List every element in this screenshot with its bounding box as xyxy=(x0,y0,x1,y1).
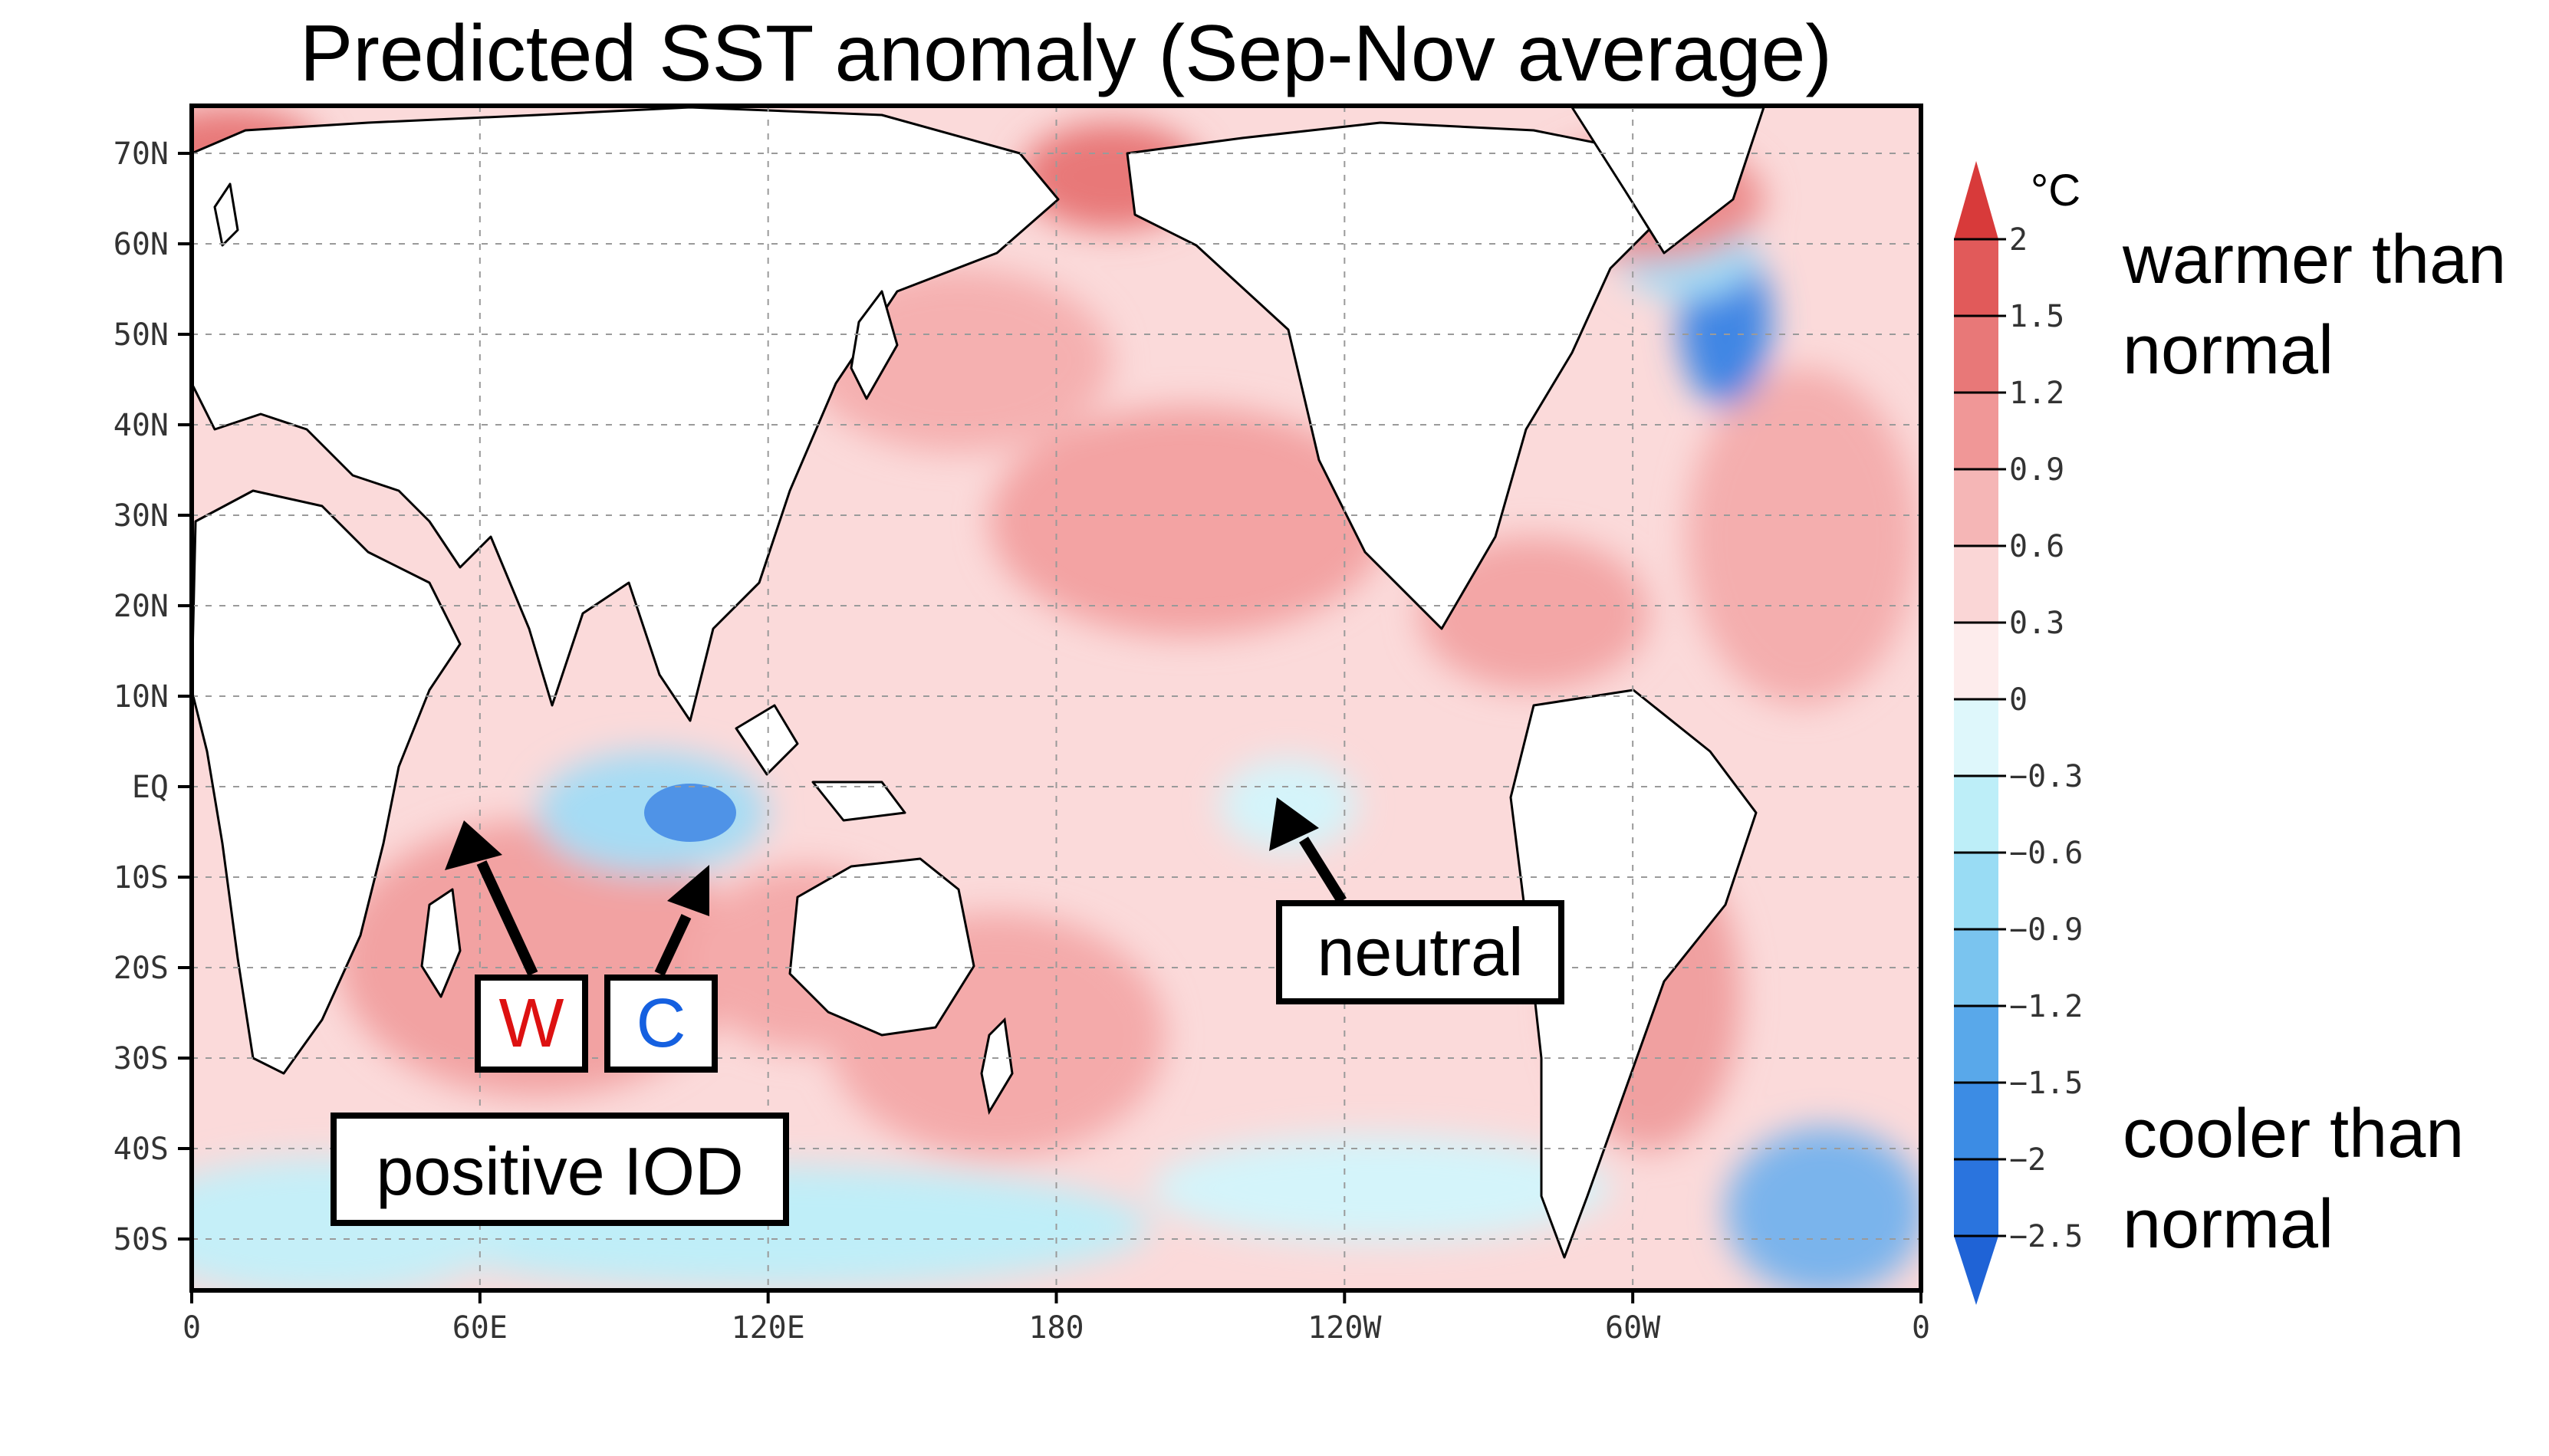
colorbar-level-label: 2 xyxy=(2009,222,2028,258)
colorbar-level-label: 0.3 xyxy=(2009,606,2064,641)
lat-tick-label: 30S xyxy=(113,1041,169,1076)
land-masses xyxy=(190,106,1765,1259)
annotation-arrows xyxy=(445,797,1347,976)
lat-tick-label: 40N xyxy=(113,408,169,443)
colorbar-segment xyxy=(1954,316,1998,393)
colorbar-segment xyxy=(1954,546,1998,623)
latitude-axis: 70N 60N 50N 40N 30N 20N 10N EQ 10S 20S 30S 40S 50S xyxy=(113,136,192,1257)
lon-tick-label: 0 xyxy=(1912,1310,1930,1346)
lon-tick-label: 60E xyxy=(452,1310,508,1346)
arrow-w-head xyxy=(445,820,502,870)
lon-tick-label: 120W xyxy=(1307,1310,1382,1346)
map-title: Predicted SST anomaly (Sep-Nov average) xyxy=(299,9,1833,98)
iod-label: positive IOD xyxy=(376,1133,743,1209)
warmer-than-normal-caption: warmer than normal xyxy=(2123,222,2507,389)
landmass-japan xyxy=(850,290,899,400)
landmass-madagascar xyxy=(420,888,462,998)
graticule xyxy=(192,106,1921,1290)
lon-tick-label: 60W xyxy=(1605,1310,1661,1346)
lat-tick-label: 70N xyxy=(113,136,169,172)
w-label: W xyxy=(499,985,564,1062)
landmass-north-america xyxy=(1126,121,1689,630)
lon-tick-label: 120E xyxy=(732,1310,805,1346)
colorbar: 2 1.5 1.2 0.9 0.6 0.3 0 −0.3 −0.6 −0.9 −1.2 −1.5 −2 −… xyxy=(1954,161,2083,1305)
colorbar-top-arrow xyxy=(1954,161,1998,239)
colorbar-bottom-arrow xyxy=(1954,1236,1998,1305)
colorbar-segment xyxy=(1954,393,1998,469)
arrow-c-head xyxy=(667,865,709,916)
landmass-eurasia xyxy=(190,106,1060,722)
lat-tick-label: 40S xyxy=(113,1132,169,1167)
arrow-w-line xyxy=(476,860,538,976)
cool-spot-sumatra xyxy=(644,784,736,842)
lat-tick-label: EQ xyxy=(132,770,169,805)
colorbar-segment xyxy=(1954,929,1998,1006)
lat-tick-label: 50N xyxy=(113,317,169,353)
landmass-australia xyxy=(788,857,975,1037)
colorbar-segment xyxy=(1954,776,1998,853)
lon-tick-label: 0 xyxy=(183,1310,201,1346)
colorbar-segment xyxy=(1954,853,1998,929)
colorbar-level-label: −2.5 xyxy=(2009,1219,2083,1254)
lat-tick-label: 20S xyxy=(113,951,169,986)
annotation-positive-iod: positive IOD xyxy=(331,1113,789,1226)
annotation-neutral: neutral xyxy=(1276,900,1564,1004)
landmass-africa xyxy=(190,489,462,1075)
longitude-axis: 0 60E 120E 180 120W 60W 0 xyxy=(183,1290,1930,1346)
lon-tick-label: 180 xyxy=(1028,1310,1084,1346)
colorbar-segment xyxy=(1954,1159,1998,1236)
colorbar-level-label: −1.5 xyxy=(2009,1066,2083,1101)
arrow-neutral-head xyxy=(1269,797,1319,851)
colorbar-segment xyxy=(1954,469,1998,546)
c-label: C xyxy=(636,985,686,1062)
colorbar-level-label: 1.5 xyxy=(2009,299,2064,334)
lat-tick-label: 50S xyxy=(113,1222,169,1257)
lat-tick-label: 10S xyxy=(113,860,169,896)
lat-tick-label: 20N xyxy=(113,589,169,624)
landmass-uk xyxy=(213,182,239,247)
arrow-neutral-line xyxy=(1299,836,1347,904)
annotation-w: W xyxy=(475,975,588,1073)
colorbar-segment xyxy=(1954,1083,1998,1159)
colorbar-segment xyxy=(1954,239,1998,316)
neutral-label: neutral xyxy=(1317,914,1523,990)
colorbar-level-label: −0.3 xyxy=(2009,759,2083,794)
annotation-c: C xyxy=(604,975,718,1073)
colorbar-level-label: 0 xyxy=(2009,682,2028,718)
colorbar-segment xyxy=(1954,1006,1998,1083)
colorbar-segment xyxy=(1954,699,1998,776)
arrow-c-line xyxy=(654,914,692,976)
lat-tick-label: 10N xyxy=(113,679,169,715)
colorbar-level-label: −1.2 xyxy=(2009,989,2083,1024)
landmass-new-zealand xyxy=(980,1017,1014,1116)
colorbar-segment xyxy=(1954,623,1998,699)
colorbar-level-label: −2 xyxy=(2009,1142,2046,1178)
cooler-than-normal-caption: cooler than normal xyxy=(2123,1096,2465,1263)
colorbar-level-label: −0.6 xyxy=(2009,836,2083,871)
lat-tick-label: 60N xyxy=(113,227,169,262)
colorbar-level-label: 0.6 xyxy=(2009,529,2064,564)
colorbar-unit: °C xyxy=(2031,166,2080,215)
colorbar-level-label: −0.9 xyxy=(2009,912,2083,948)
colorbar-level-label: 1.2 xyxy=(2009,376,2064,411)
landmass-new-guinea xyxy=(811,781,906,822)
colorbar-level-label: 0.9 xyxy=(2009,452,2064,488)
landmass-borneo xyxy=(735,704,799,776)
lat-tick-label: 30N xyxy=(113,498,169,534)
